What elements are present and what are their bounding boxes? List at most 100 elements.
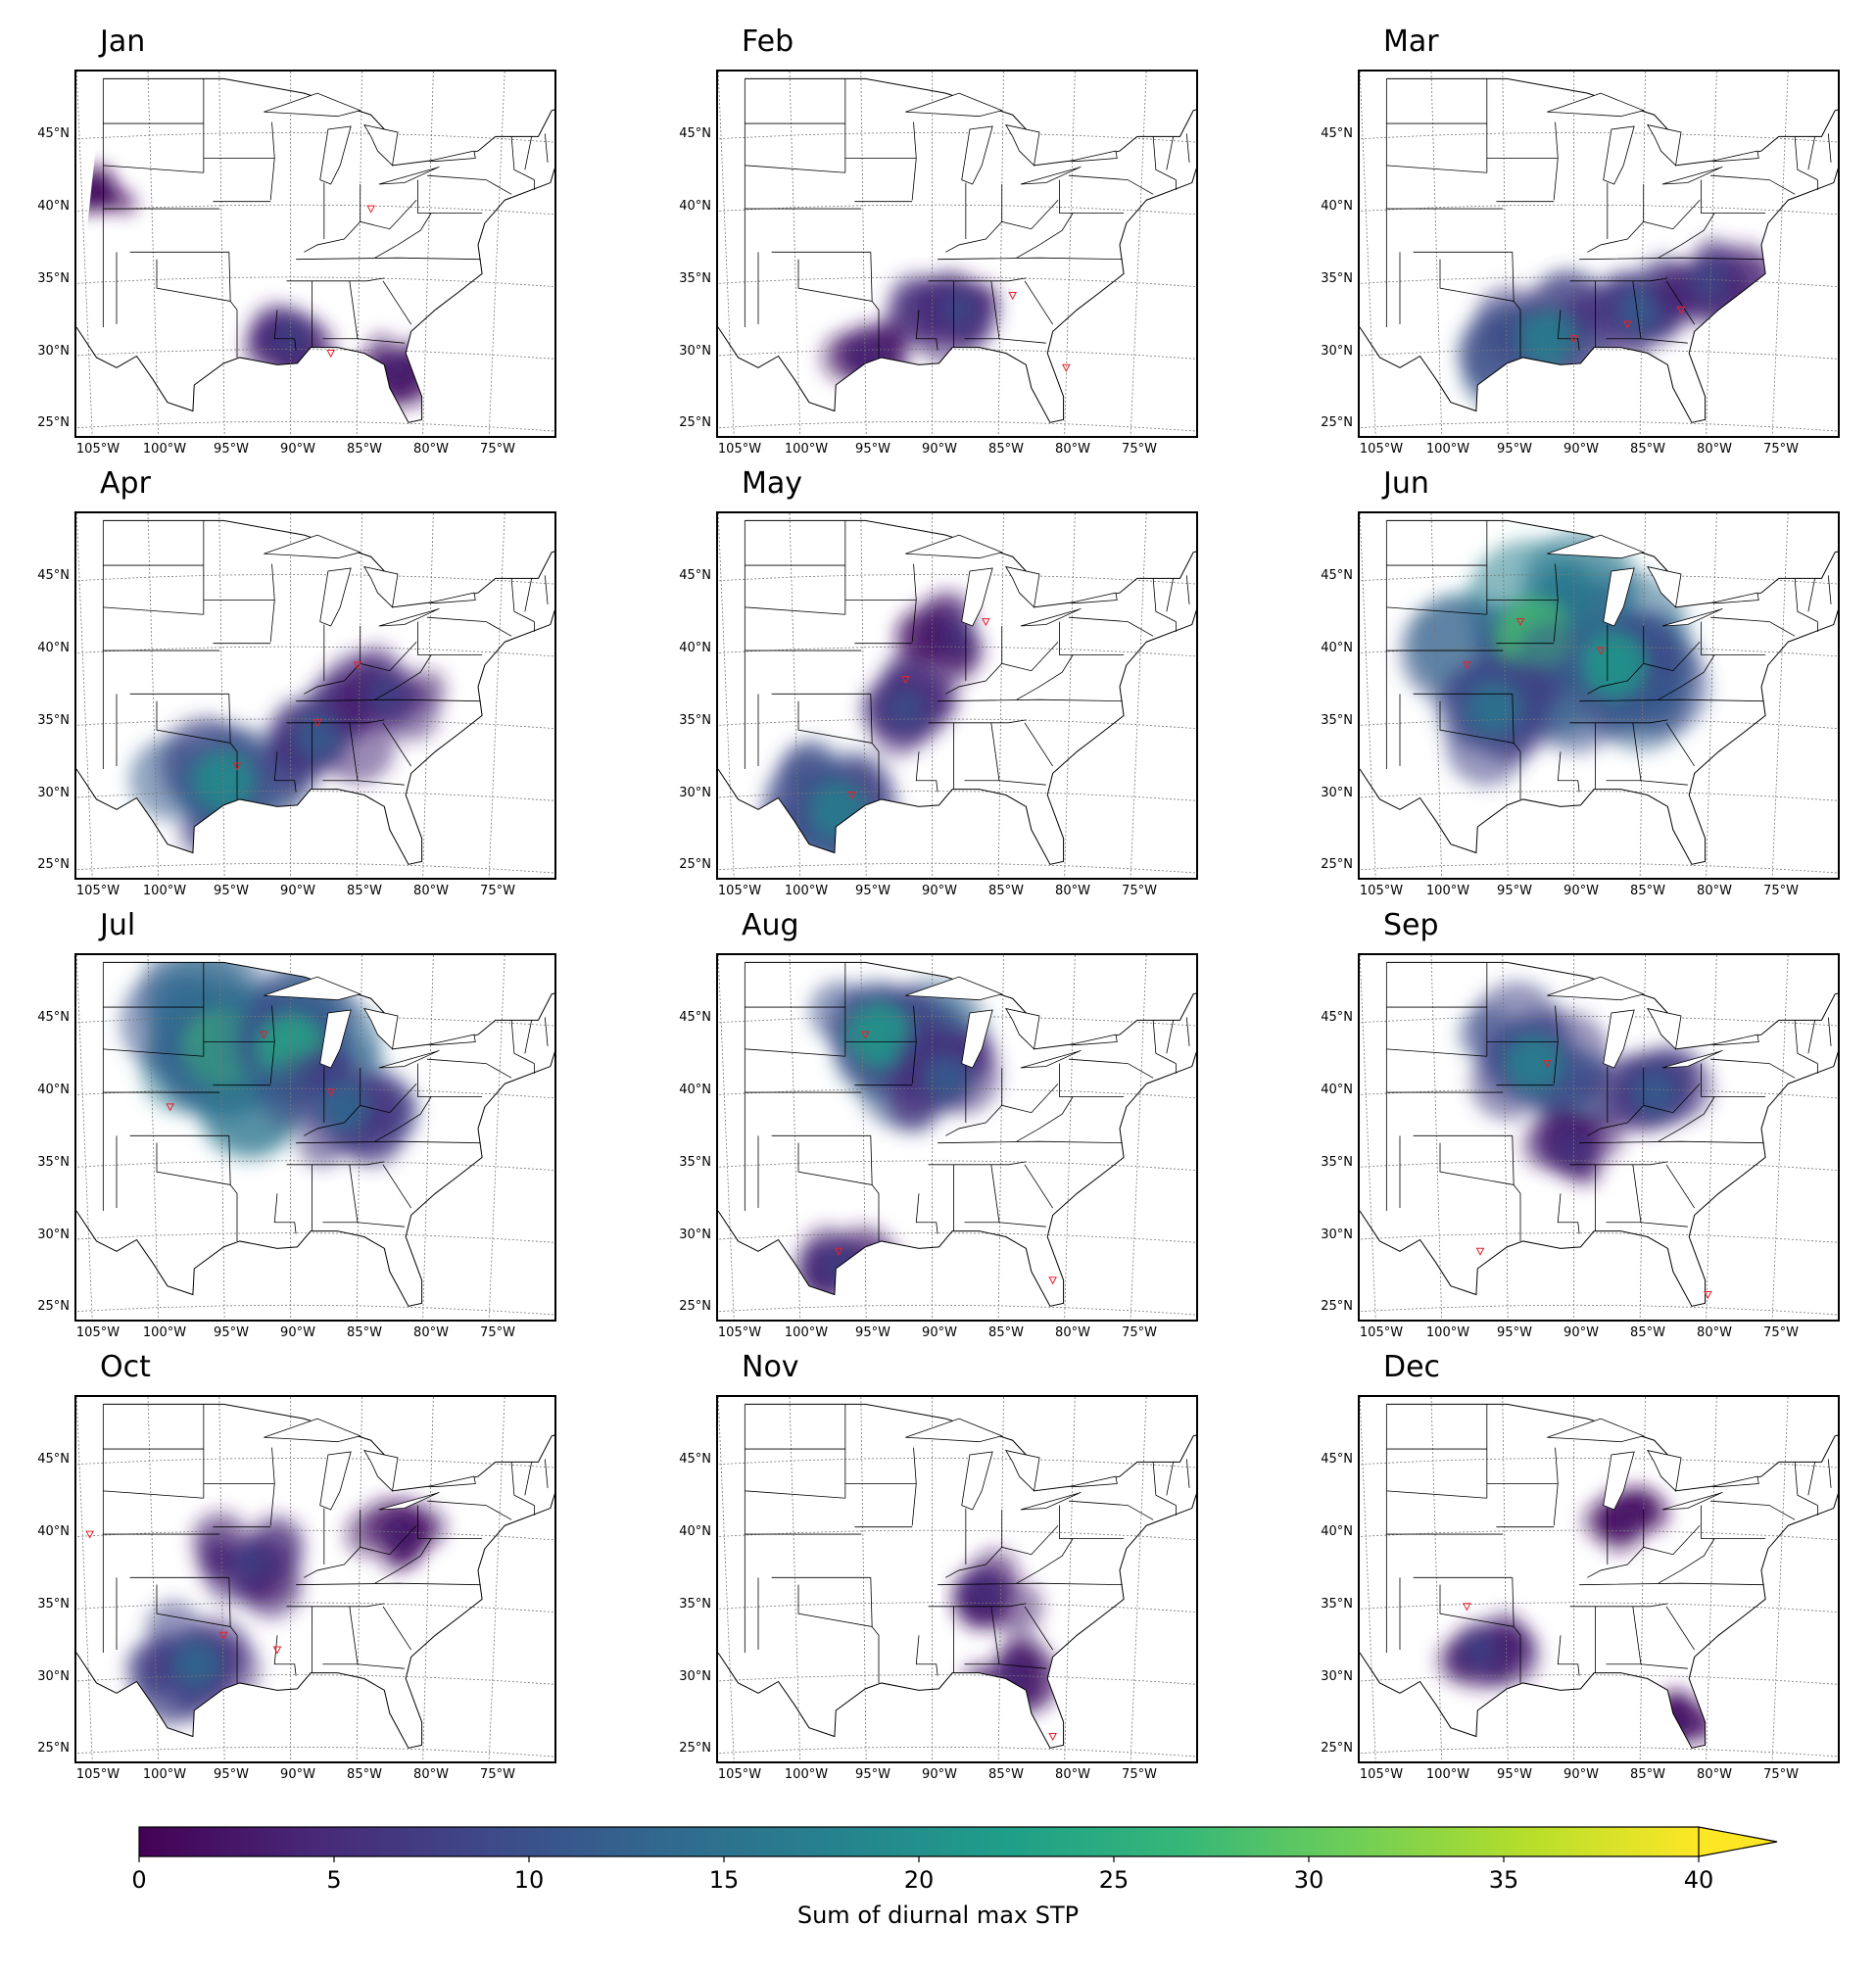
lake	[1711, 1034, 1759, 1045]
map-panel-apr	[74, 511, 556, 880]
map-panel-mar	[1358, 70, 1840, 438]
lon-tick-label: 75°W	[480, 884, 515, 898]
lake	[1711, 150, 1759, 162]
lat-tick-label: 40°N	[1321, 1524, 1353, 1540]
panel-title-apr: Apr	[100, 466, 151, 501]
lake	[428, 1475, 476, 1487]
lon-tick-label: 80°W	[1697, 1325, 1732, 1340]
lon-tick-label: 80°W	[1055, 1767, 1090, 1782]
report-markers	[232, 661, 362, 771]
state-borders	[744, 1404, 1190, 1683]
lon-tick-label: 90°W	[1563, 1767, 1599, 1782]
lat-tick-label: 45°N	[37, 1452, 70, 1468]
lake	[428, 592, 476, 603]
lon-tick-label: 105°W	[75, 442, 120, 457]
stp-core	[1613, 1506, 1641, 1533]
lake	[1020, 1491, 1082, 1511]
lake	[264, 1418, 362, 1443]
state-borders	[1385, 1404, 1832, 1683]
map-canvas	[1360, 1397, 1838, 1761]
lon-tick-label: 75°W	[480, 1767, 515, 1782]
lon-tick-label: 85°W	[347, 884, 382, 898]
panel-title-mar: Mar	[1383, 24, 1439, 59]
lake	[961, 567, 993, 627]
lake	[363, 123, 399, 167]
map-canvas	[1360, 72, 1838, 436]
stp-cell	[1725, 255, 1780, 310]
lon-tick-label: 95°W	[855, 1767, 890, 1782]
report-marker	[326, 1088, 336, 1097]
lat-tick-label: 45°N	[1321, 126, 1353, 142]
map-canvas	[76, 513, 554, 878]
stp-core	[820, 1247, 857, 1284]
state-borders	[1385, 520, 1832, 799]
stp-core	[1558, 1133, 1591, 1167]
lake	[1005, 1449, 1040, 1492]
state-borders	[1385, 78, 1832, 358]
lat-tick-label: 40°N	[679, 641, 711, 656]
lat-tick-label: 40°N	[1321, 641, 1353, 656]
map-canvas	[1360, 955, 1838, 1320]
lat-tick-label: 35°N	[37, 270, 70, 286]
report-markers	[1569, 306, 1686, 344]
coastline	[76, 961, 554, 1307]
map-panel-may	[716, 511, 1198, 880]
stp-core	[1688, 262, 1727, 301]
panel-title-sep: Sep	[1383, 908, 1439, 942]
lake	[264, 92, 362, 118]
lat-tick-label: 45°N	[1321, 1452, 1353, 1468]
lon-tick-label: 85°W	[347, 1767, 382, 1782]
report-markers	[1462, 1603, 1471, 1612]
coastline	[718, 1403, 1196, 1749]
lake	[905, 1418, 1004, 1443]
lake	[1603, 125, 1635, 185]
panel-title-jul: Jul	[100, 908, 136, 942]
lake	[363, 565, 399, 608]
coastline	[718, 77, 1196, 423]
stp-field	[120, 962, 418, 1168]
stp-field	[1458, 237, 1780, 413]
map-panel-jun	[1358, 511, 1840, 880]
lon-tick-label: 95°W	[214, 1325, 249, 1340]
graticule	[76, 513, 554, 878]
lake	[319, 1009, 352, 1069]
lake	[1603, 1009, 1635, 1069]
state-borders	[102, 520, 549, 799]
lake	[1020, 607, 1082, 627]
report-marker	[1008, 292, 1018, 301]
lat-tick-label: 40°N	[1321, 199, 1353, 215]
lake	[961, 1009, 993, 1069]
lon-tick-label: 95°W	[1497, 1325, 1532, 1340]
graticule	[1360, 955, 1838, 1320]
lat-tick-label: 40°N	[37, 1083, 70, 1098]
report-markers	[326, 205, 376, 359]
lat-tick-label: 40°N	[679, 1083, 711, 1098]
lon-tick-label: 95°W	[855, 442, 890, 457]
stp-field	[794, 978, 1000, 1304]
lake	[1711, 1475, 1759, 1487]
map-panel-dec	[1358, 1395, 1840, 1763]
report-marker	[313, 719, 322, 728]
lon-tick-label: 90°W	[280, 884, 315, 898]
lon-tick-label: 80°W	[413, 442, 449, 457]
report-marker	[1462, 661, 1471, 670]
lon-tick-label: 80°W	[1697, 884, 1732, 898]
lake	[1661, 1491, 1723, 1511]
stp-field	[951, 1549, 1066, 1718]
lat-tick-label: 25°N	[1321, 1299, 1353, 1315]
lon-tick-label: 90°W	[280, 1767, 315, 1782]
lat-tick-label: 35°N	[37, 1154, 70, 1170]
stp-cell	[980, 1678, 1021, 1718]
report-marker	[353, 661, 362, 670]
lake	[1661, 1049, 1723, 1069]
stp-cell	[854, 1240, 903, 1288]
lat-tick-label: 45°N	[679, 1452, 711, 1468]
lake	[1005, 565, 1040, 608]
lon-tick-label: 75°W	[1763, 442, 1799, 457]
graticule	[76, 1397, 554, 1761]
lon-tick-label: 85°W	[1630, 442, 1665, 457]
lon-tick-label: 75°W	[1763, 884, 1799, 898]
lon-tick-label: 105°W	[717, 1325, 762, 1340]
lon-tick-label: 100°W	[1425, 884, 1470, 898]
coastline	[76, 519, 554, 865]
